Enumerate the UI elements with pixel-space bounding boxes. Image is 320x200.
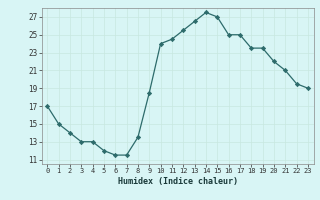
X-axis label: Humidex (Indice chaleur): Humidex (Indice chaleur)	[118, 177, 237, 186]
